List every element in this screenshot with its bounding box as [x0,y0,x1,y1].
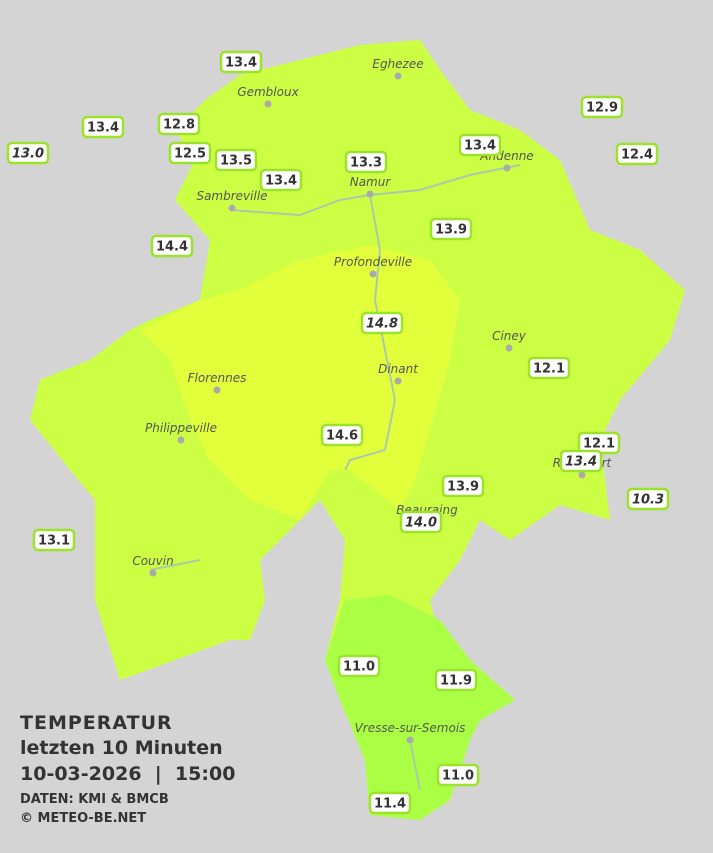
station-box [580,95,624,119]
station-value: 13.1 [38,534,70,549]
city-dot [149,569,157,577]
copyright: © METEO-BE.NET [20,811,147,826]
station-box [214,148,258,172]
city-dot [228,204,236,212]
city-dot [578,471,586,479]
city-name: Couvin [132,554,173,568]
station-box [337,654,381,678]
city-dot [394,72,402,80]
station-value: 14.0 [405,516,437,531]
cool-zone [325,595,515,820]
city-name: Vresse-sur-Semois [355,721,466,735]
city-name: Profondeville [334,255,412,269]
station-box [429,217,473,241]
station-value: 12.5 [174,147,206,162]
city-dot [394,377,402,385]
city-dot [406,736,414,744]
station-box [434,668,478,692]
station-value: 13.0 [12,147,44,162]
city-dot [505,344,513,352]
station-value: 13.4 [265,174,297,189]
city-name: Namur [350,175,392,189]
station-value: 13.9 [435,223,467,238]
city-name: Dinant [378,362,419,376]
station-value: 13.9 [447,480,479,495]
station-box [559,449,603,473]
station-box [458,133,502,157]
city-name: Florennes [188,371,247,385]
city-dot [264,100,272,108]
station-box [615,142,659,166]
city-dot [366,190,374,198]
city-name: Sambreville [196,189,267,203]
station-box [626,487,670,511]
station-value: 12.9 [586,101,618,116]
station-value: 10.3 [632,493,664,508]
station-value: 14.6 [326,429,358,444]
station-value: 13.4 [464,139,496,154]
station-box [6,141,50,165]
station-box [441,474,485,498]
station-value: 13.5 [220,154,252,169]
station-value: 11.0 [442,769,474,784]
datetime: 10-03-2026 | 15:00 [20,763,236,785]
station-box [157,112,201,136]
station-value: 12.1 [533,362,565,377]
station-value: 14.8 [366,317,398,332]
station-value: 11.4 [374,797,406,812]
station-value: 13.3 [350,156,382,171]
station-value: 14.4 [156,240,188,255]
station-value: 13.4 [87,121,119,136]
city-dot [213,386,221,394]
city-dot [503,164,511,172]
station-box [168,141,212,165]
station-box [259,168,303,192]
source: DATEN: KMI & BMCB [20,792,169,807]
station-box [81,115,125,139]
station-box [219,50,263,74]
station-box [527,356,571,380]
station-value: 13.4 [225,56,257,71]
title: TEMPERATUR [20,712,173,734]
subtitle: letzten 10 Minuten [20,737,223,759]
station-value: 13.4 [565,455,597,470]
station-value: 12.8 [163,118,195,133]
station-box [399,510,443,534]
station-box [436,763,480,787]
station-box [368,791,412,815]
city-name: Gembloux [237,85,299,99]
city-dot [177,436,185,444]
city-name: Ciney [492,329,527,343]
city-dot [369,270,377,278]
station-box [360,311,404,335]
station-box [150,234,194,258]
station-box [344,150,388,174]
city-name: Philippeville [145,421,217,435]
station-value: 11.9 [440,674,472,689]
station-box [32,528,76,552]
station-value: 12.4 [621,148,653,163]
station-box [320,423,364,447]
station-value: 12.1 [583,437,615,452]
station-value: 11.0 [343,660,375,675]
city-name: Eghezee [372,57,423,71]
